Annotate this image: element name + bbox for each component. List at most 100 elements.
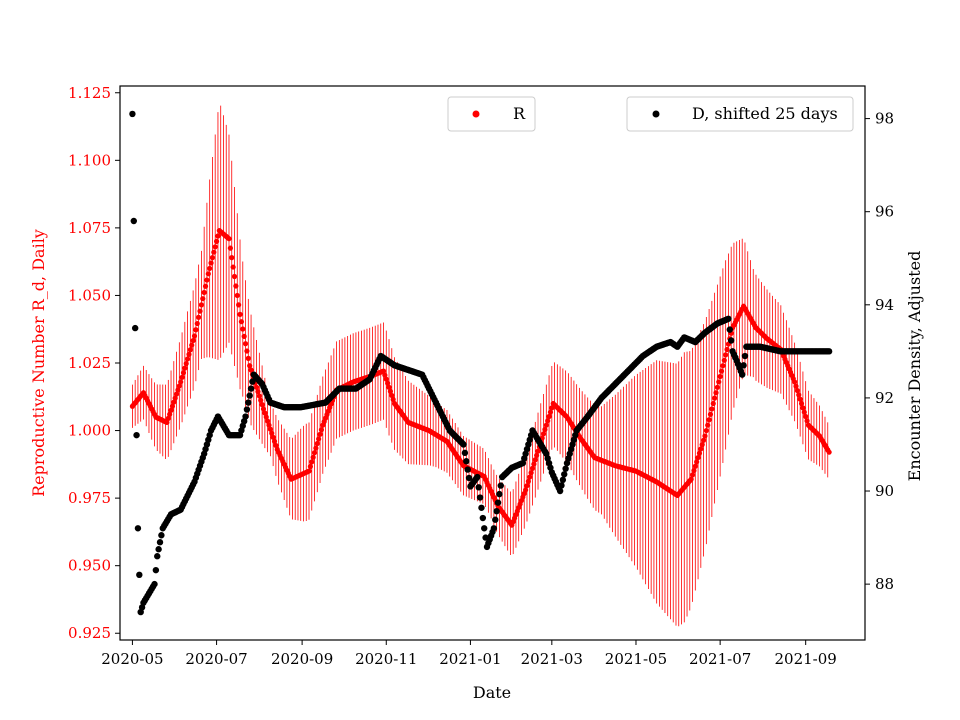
r-point <box>175 387 181 393</box>
r-point <box>691 467 697 474</box>
r-point <box>380 368 387 374</box>
r-point <box>794 387 800 394</box>
d-point <box>155 546 162 553</box>
r-point <box>197 308 203 314</box>
d-point <box>245 399 252 406</box>
r-point <box>187 347 193 353</box>
r-point <box>196 314 202 320</box>
r-point <box>209 255 216 261</box>
legend-r-box <box>447 96 536 132</box>
d-point <box>464 466 471 473</box>
r-point <box>707 411 714 417</box>
x-tick-label: 2021-05 <box>605 650 667 668</box>
r-point <box>703 427 709 434</box>
x-tick-label: 2021-03 <box>521 650 583 668</box>
r-point <box>389 392 395 399</box>
r-point <box>531 461 537 467</box>
plot-area <box>129 105 833 627</box>
d-point <box>133 431 140 439</box>
d-point <box>479 514 487 522</box>
r-point <box>700 437 707 443</box>
r-point <box>190 337 196 344</box>
d-series <box>129 110 833 616</box>
d-point <box>727 337 735 344</box>
r-point <box>689 472 696 478</box>
r-point <box>205 271 211 277</box>
r-point <box>803 413 809 420</box>
r-point <box>230 264 236 270</box>
r-point <box>318 427 325 433</box>
legend-r-marker <box>472 110 480 118</box>
d-point <box>475 484 482 491</box>
x-tick-label: 2020-07 <box>185 650 247 668</box>
r-point <box>694 459 700 465</box>
r-point <box>705 422 711 428</box>
d-point <box>556 487 564 495</box>
r-point <box>547 409 554 415</box>
legend-d-marker <box>652 110 660 118</box>
r-point <box>798 400 805 407</box>
r-point <box>804 418 810 424</box>
r-point <box>796 392 802 398</box>
r-point <box>179 374 185 380</box>
r-point <box>386 384 392 390</box>
legend-d-box <box>626 96 854 132</box>
d-point <box>478 504 485 511</box>
r-point <box>699 442 705 448</box>
d-point <box>496 490 503 498</box>
d-point <box>247 385 255 392</box>
d-point <box>494 499 502 506</box>
r-point <box>718 368 725 374</box>
r-point <box>185 356 191 362</box>
r-point <box>316 436 322 442</box>
left-y-tick-label: 0.950 <box>68 557 111 575</box>
legend-d-label: D, shifted 25 days <box>692 104 838 123</box>
r-point <box>200 296 206 302</box>
r-point <box>273 442 279 449</box>
r-point <box>723 352 729 358</box>
r-point <box>263 414 269 420</box>
r-point <box>801 409 807 415</box>
r-point <box>176 383 182 389</box>
r-point <box>182 365 188 371</box>
d-point <box>476 494 484 501</box>
d-point <box>490 525 498 532</box>
r-point <box>226 236 232 242</box>
r-point <box>233 283 239 289</box>
r-point <box>244 348 250 354</box>
r-point <box>709 406 715 412</box>
x-tick-label: 2021-09 <box>775 650 837 668</box>
r-point <box>528 470 534 476</box>
d-point <box>154 553 161 560</box>
r-point <box>383 376 389 382</box>
r-point <box>194 320 200 327</box>
right-y-tick-label: 96 <box>875 203 894 221</box>
d-point <box>461 449 469 457</box>
r-point <box>237 311 243 317</box>
d-point <box>497 482 504 489</box>
right-y-tick-label: 94 <box>875 296 894 314</box>
x-tick-label: 2021-01 <box>439 650 501 668</box>
r-point <box>164 419 170 426</box>
r-point <box>256 393 262 399</box>
r-point <box>793 383 799 389</box>
right-y-tick-label: 98 <box>875 110 894 128</box>
r-point <box>238 319 245 325</box>
d-point <box>158 532 165 539</box>
r-point <box>172 395 178 401</box>
r-point <box>702 433 708 439</box>
right-y-tick-label: 88 <box>875 575 894 593</box>
r-point <box>267 426 273 432</box>
r-point <box>240 326 246 332</box>
r-point <box>307 463 313 470</box>
left-y-tick-label: 1.075 <box>68 219 111 237</box>
left-y-tick-label: 0.975 <box>68 489 111 507</box>
right-y-tick-label: 90 <box>875 482 894 500</box>
d-point <box>726 326 733 333</box>
r-point <box>207 265 213 272</box>
r-point <box>259 402 265 408</box>
d-point <box>460 441 467 448</box>
left-y-tick-label: 1.100 <box>68 151 111 169</box>
r-point <box>712 395 718 401</box>
